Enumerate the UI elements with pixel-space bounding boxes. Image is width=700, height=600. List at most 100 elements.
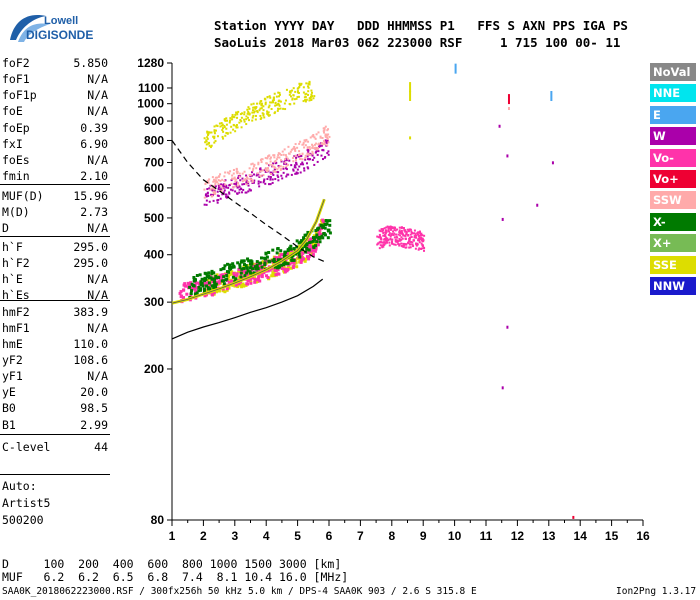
echo-point — [306, 85, 309, 88]
echo-point — [223, 118, 226, 121]
echo-point — [298, 84, 301, 87]
echo-point — [385, 230, 388, 233]
echo-cluster-5 — [203, 80, 316, 150]
param-row-fxi: fxI 6.90 — [2, 137, 108, 153]
echo-point — [572, 515, 575, 519]
echo-point — [204, 183, 207, 186]
echo-point — [223, 290, 227, 294]
echo-point — [259, 256, 263, 260]
echo-point — [252, 114, 255, 117]
echo-point — [285, 156, 288, 159]
echo-point — [302, 141, 305, 144]
echo-point — [213, 277, 217, 281]
echo-point — [225, 123, 228, 126]
echo-point — [321, 143, 324, 146]
echo-point — [278, 265, 282, 269]
echo-point — [276, 258, 280, 262]
echo-point — [241, 183, 244, 186]
echo-point — [197, 282, 201, 286]
echo-point — [295, 171, 298, 174]
echo-point — [507, 94, 510, 105]
echo-point — [252, 109, 255, 112]
echo-point — [296, 168, 299, 171]
echo-point — [214, 183, 217, 186]
echo-point — [387, 229, 390, 232]
echo-point — [219, 184, 222, 187]
echo-point — [287, 145, 290, 148]
echo-point — [235, 272, 239, 276]
echo-point — [228, 191, 231, 194]
echo-point — [222, 183, 225, 186]
echo-point — [379, 241, 382, 244]
echo-point — [190, 282, 194, 286]
echo-point — [192, 275, 196, 279]
echo-point — [214, 176, 217, 179]
echo-point — [230, 182, 233, 185]
echo-point — [536, 203, 539, 207]
echo-point — [377, 242, 380, 245]
echo-point — [257, 180, 260, 183]
echo-point — [249, 189, 252, 192]
echo-point — [310, 246, 314, 250]
echo-point — [386, 239, 389, 242]
echo-point — [308, 158, 311, 161]
echo-point — [269, 160, 272, 163]
echo-point — [225, 274, 229, 278]
echo-point — [231, 283, 235, 287]
echo-point — [314, 235, 318, 239]
echo-point — [245, 191, 248, 194]
echo-point — [409, 246, 412, 249]
echo-point — [212, 190, 215, 193]
echo-point — [392, 234, 395, 237]
echo-point — [295, 245, 299, 249]
echo-point — [412, 245, 415, 248]
echo-point — [295, 156, 298, 159]
echo-point — [207, 281, 211, 285]
echo-point — [236, 172, 239, 175]
legend-item-sse: SSE — [650, 255, 696, 274]
param-value: 2.99 — [80, 418, 108, 432]
echo-point — [217, 281, 221, 285]
echo-point — [403, 244, 406, 247]
echo-point — [211, 194, 214, 197]
echo-point — [402, 242, 405, 245]
echo-point — [302, 163, 305, 166]
echo-point — [287, 163, 290, 166]
echo-point — [285, 162, 288, 165]
echo-point — [412, 239, 415, 242]
echo-point — [309, 153, 312, 156]
param-name: B0 — [2, 401, 16, 415]
echo-point — [216, 194, 219, 197]
echo-point — [313, 147, 316, 150]
echo-point — [290, 164, 293, 167]
x-tick-label: 12 — [511, 529, 525, 543]
echo-point — [391, 238, 394, 241]
echo-point — [279, 258, 283, 262]
muf-value-row: MUF 6.2 6.2 6.5 6.8 7.4 8.1 10.4 16.0 [M… — [2, 570, 349, 584]
echo-point — [282, 153, 285, 156]
echo-point — [224, 278, 228, 282]
x-tick-label: 6 — [326, 529, 333, 543]
echo-point — [247, 180, 250, 183]
echo-point — [223, 126, 226, 129]
param-name: B1 — [2, 418, 16, 432]
echo-point — [253, 179, 256, 182]
echo-point — [285, 175, 288, 178]
echo-point — [299, 259, 303, 263]
echo-point — [243, 274, 247, 278]
echo-point — [270, 108, 273, 111]
param-value: N/A — [87, 321, 108, 335]
echo-point — [257, 274, 261, 278]
echo-point — [261, 112, 264, 115]
echo-point — [243, 183, 246, 186]
echo-point — [211, 280, 215, 284]
echo-point — [297, 250, 301, 254]
echo-point — [260, 104, 263, 107]
param-value: 98.5 — [80, 401, 108, 415]
x-tick-label: 4 — [263, 529, 270, 543]
echo-point — [383, 227, 386, 230]
echo-point — [268, 183, 271, 186]
param-row-hmf1: hmF1 N/A — [2, 321, 108, 337]
echo-point — [326, 152, 329, 155]
echo-point — [322, 220, 326, 224]
